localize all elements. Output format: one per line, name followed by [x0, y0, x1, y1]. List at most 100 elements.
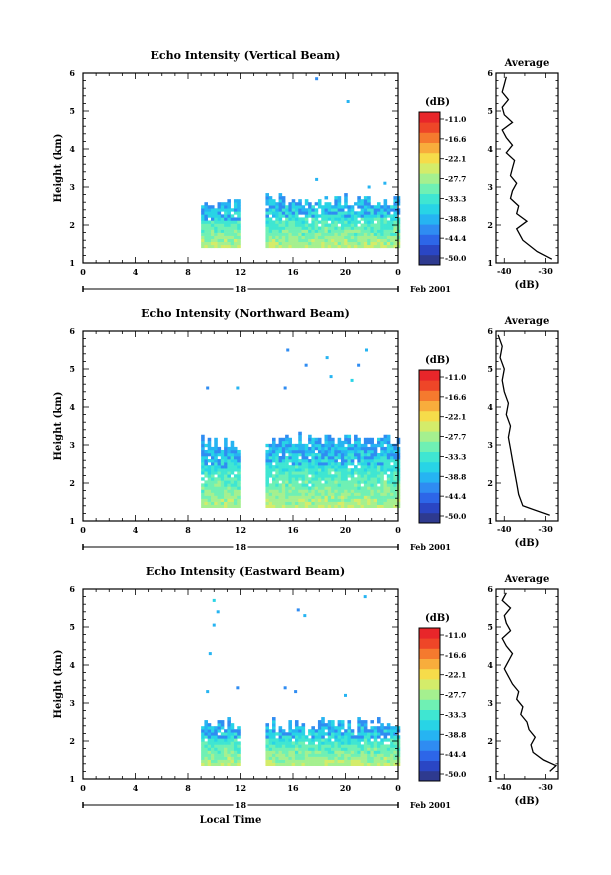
colorbar-tick-label: -33.3: [445, 452, 466, 461]
echo-cell: [224, 211, 228, 215]
echo-cell: [334, 750, 338, 754]
echo-cell: [360, 217, 365, 221]
echo-cell: [344, 202, 348, 206]
echo-cell: [304, 744, 309, 748]
echo-cell: [357, 205, 361, 209]
echo-cell: [220, 465, 225, 469]
colorbar-segment: [419, 482, 440, 493]
echo-cell: [373, 483, 378, 487]
echo-cell: [201, 741, 205, 745]
echo-cell: [324, 492, 329, 496]
echo-cell: [393, 762, 397, 766]
echo-cell: [237, 211, 241, 215]
echo-cell: [315, 177, 319, 181]
echo-cell: [347, 459, 352, 463]
echo-cell: [207, 726, 212, 730]
echo-cell: [327, 229, 332, 233]
echo-cell: [344, 199, 348, 203]
echo-cell: [224, 501, 228, 505]
echo-cell: [275, 226, 279, 230]
echo-cell: [350, 205, 355, 209]
echo-cell: [321, 217, 325, 221]
echo-cell: [275, 235, 279, 239]
echo-cell: [233, 446, 238, 451]
echo-cell: [298, 471, 302, 475]
echo-cell: [367, 747, 371, 751]
echo-cell: [321, 468, 325, 472]
echo-cell: [360, 735, 365, 739]
echo-cell: [233, 504, 238, 508]
echo-cell: [370, 501, 375, 505]
echo-cell: [386, 465, 391, 469]
echo-cell: [386, 214, 391, 218]
echo-cell: [317, 452, 322, 457]
average-y-tick-label: 6: [487, 326, 493, 336]
echo-cell: [357, 732, 361, 736]
echo-cell: [201, 735, 205, 739]
echo-cell: [363, 498, 368, 502]
y-tick-label: 6: [69, 68, 75, 78]
echo-cell: [224, 741, 228, 745]
echo-cell: [214, 741, 218, 745]
echo-cell: [217, 735, 222, 739]
echo-cell: [308, 434, 312, 439]
echo-cell: [317, 498, 322, 502]
echo-cell: [354, 446, 358, 451]
echo-cell: [377, 468, 381, 472]
echo-cell: [265, 459, 270, 463]
echo-cell: [370, 741, 375, 745]
echo-cell: [317, 750, 322, 754]
echo-cell: [390, 735, 394, 739]
echo-cell: [357, 235, 361, 239]
echo-cell: [340, 720, 345, 724]
echo-cell: [272, 486, 276, 490]
echo-cell: [370, 241, 375, 246]
echo-cell: [380, 217, 384, 221]
echo-cell: [347, 720, 352, 724]
echo-cell: [367, 492, 371, 496]
echo-cell: [327, 744, 332, 748]
echo-cell: [265, 244, 270, 249]
echo-cell: [377, 501, 381, 505]
echo-cell: [340, 456, 345, 460]
echo-cell: [350, 753, 355, 757]
echo-cell: [217, 229, 222, 233]
echo-cell: [301, 452, 306, 457]
echo-cell: [301, 223, 306, 227]
average-x-tick-label: -30: [538, 782, 553, 792]
echo-cell: [201, 498, 205, 502]
echo-cell: [291, 446, 296, 451]
echo-cell: [370, 750, 375, 754]
colorbar-segment: [419, 122, 440, 133]
echo-cell: [201, 483, 205, 487]
echo-cell: [288, 720, 292, 724]
echo-cell: [207, 220, 212, 224]
echo-cell: [265, 732, 270, 736]
echo-cell: [210, 753, 215, 757]
echo-cell: [347, 504, 352, 508]
echo-cell: [268, 196, 273, 200]
echo-cell: [275, 205, 279, 209]
echo-cell: [367, 474, 371, 478]
echo-cell: [288, 452, 292, 457]
echo-cell: [363, 486, 368, 490]
echo-cell: [268, 459, 273, 463]
echo-cell: [367, 217, 371, 221]
echo-cell: [220, 214, 225, 218]
echo-cell: [275, 738, 279, 742]
echo-cell: [278, 756, 283, 760]
echo-cell: [308, 480, 312, 484]
echo-cell: [380, 756, 384, 760]
echo-cell: [380, 741, 384, 745]
echo-cell: [227, 756, 231, 760]
colorbar-segment: [419, 380, 440, 391]
echo-cell: [288, 459, 292, 463]
echo-cell: [390, 465, 394, 469]
echo-cell: [291, 205, 296, 209]
echo-cell: [308, 452, 312, 457]
echo-cell: [324, 741, 329, 745]
echo-cell: [275, 446, 279, 451]
echo-cell: [204, 468, 208, 472]
echo-cell: [220, 208, 225, 212]
echo-cell: [308, 504, 312, 508]
